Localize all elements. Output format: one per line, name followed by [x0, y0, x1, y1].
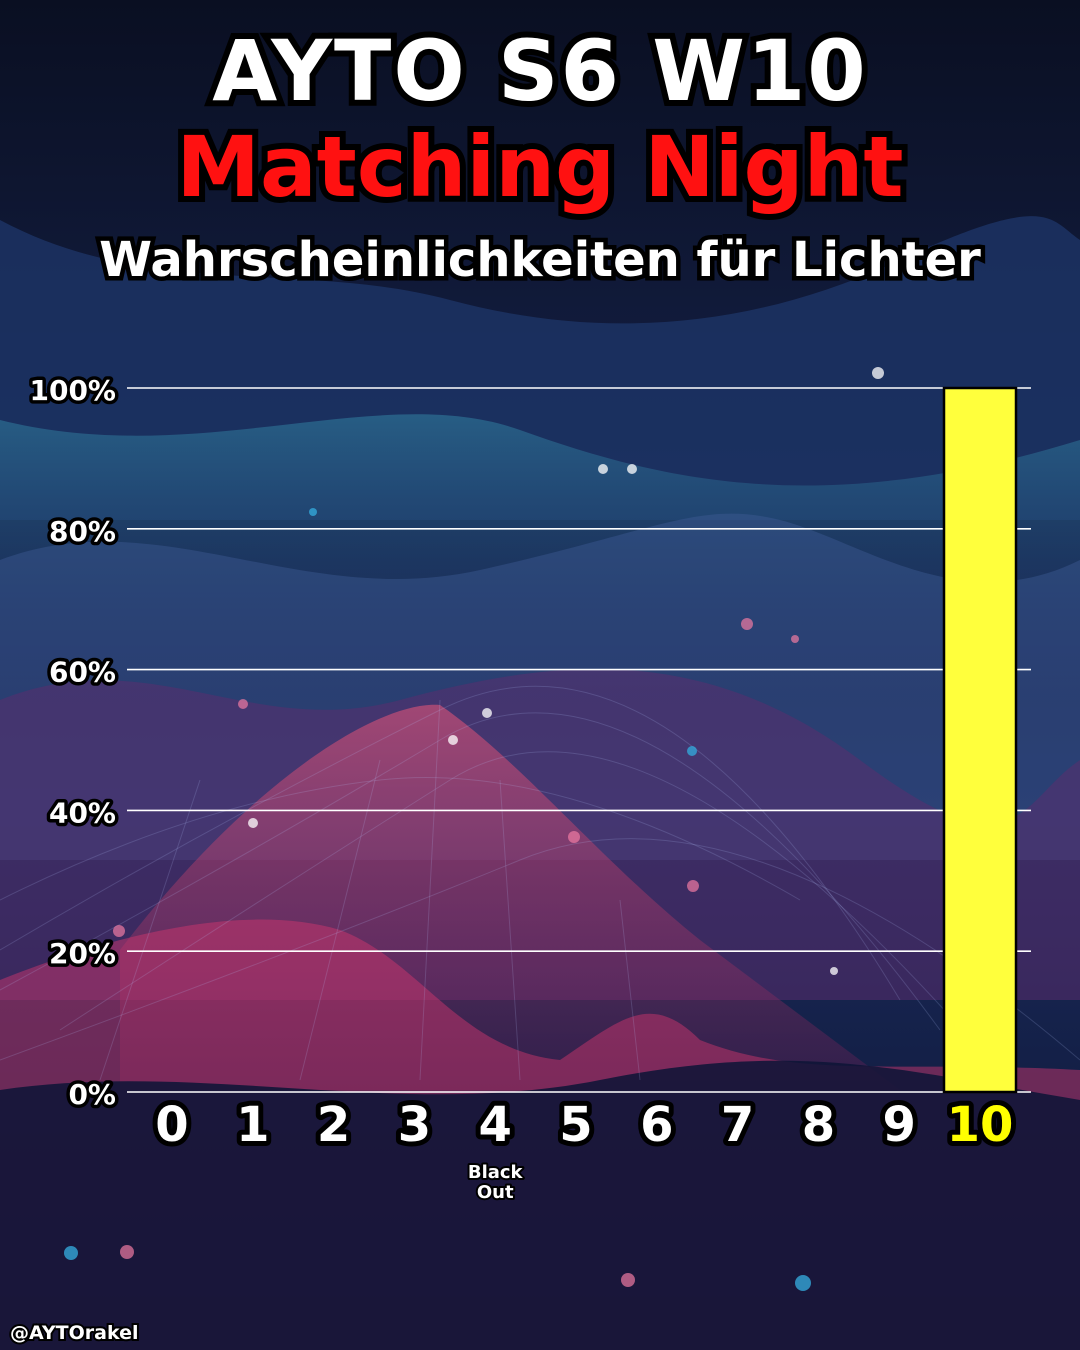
x-tick-label: 1 — [236, 1097, 269, 1153]
y-tick-label: 60% — [49, 656, 116, 689]
x-tick-label: 10 — [947, 1097, 1014, 1153]
x-tick-label: 8 — [802, 1097, 835, 1153]
x-tick-label: 0 — [155, 1097, 188, 1153]
x-tick-note: Out — [477, 1182, 514, 1203]
y-tick-label: 40% — [49, 796, 116, 829]
x-tick-label: 3 — [398, 1097, 431, 1153]
x-tick-label: 5 — [559, 1097, 592, 1153]
y-tick-label: 80% — [49, 515, 116, 548]
chart-title: AYTO S6 W10 — [206, 16, 872, 126]
x-tick-label: 4 — [478, 1097, 511, 1153]
y-tick-label: 20% — [49, 937, 116, 970]
bar-10 — [942, 386, 1018, 1094]
y-tick-label: 0% — [68, 1078, 116, 1111]
author-credit: @AYTOrakel — [8, 1320, 140, 1346]
chart-subtitle: Matching Night — [170, 112, 909, 222]
x-tick-label: 6 — [640, 1097, 673, 1153]
x-tick-label: 2 — [317, 1097, 350, 1153]
y-tick-label: 100% — [29, 374, 116, 407]
x-tick-note: Black — [468, 1162, 524, 1183]
x-tick-label: 7 — [721, 1097, 754, 1153]
x-tick-label: 9 — [882, 1097, 915, 1153]
chart-caption: Wahrscheinlichkeiten für Lichter — [95, 228, 986, 293]
